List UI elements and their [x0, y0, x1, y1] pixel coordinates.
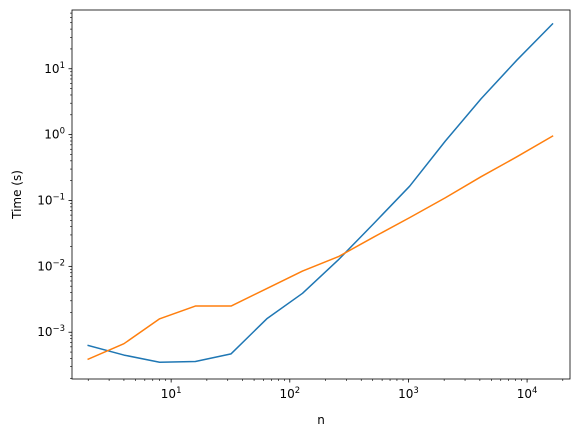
plot-area	[72, 10, 570, 379]
series-line-2	[87, 135, 554, 361]
x-tick-label: 103	[398, 386, 419, 401]
x-tick-label: 102	[279, 386, 300, 401]
y-tick-label: 10−2	[37, 258, 65, 273]
y-axis-label: Time (s)	[10, 170, 24, 220]
y-tick-label: 101	[44, 61, 65, 76]
y-tick-label: 10−1	[37, 192, 65, 207]
series-line-1	[87, 22, 554, 364]
series-layer	[87, 22, 554, 364]
y-tick-label: 10−3	[37, 324, 65, 339]
x-axis-label: n	[317, 413, 325, 427]
y-tick-label: 100	[44, 127, 65, 142]
plot-frame	[71, 9, 571, 380]
x-tick-label: 101	[161, 386, 182, 401]
x-tick-label: 104	[517, 386, 538, 401]
tick-layer: 101 102 103 104 10−3 10−2 10−1 100 101	[37, 12, 564, 401]
